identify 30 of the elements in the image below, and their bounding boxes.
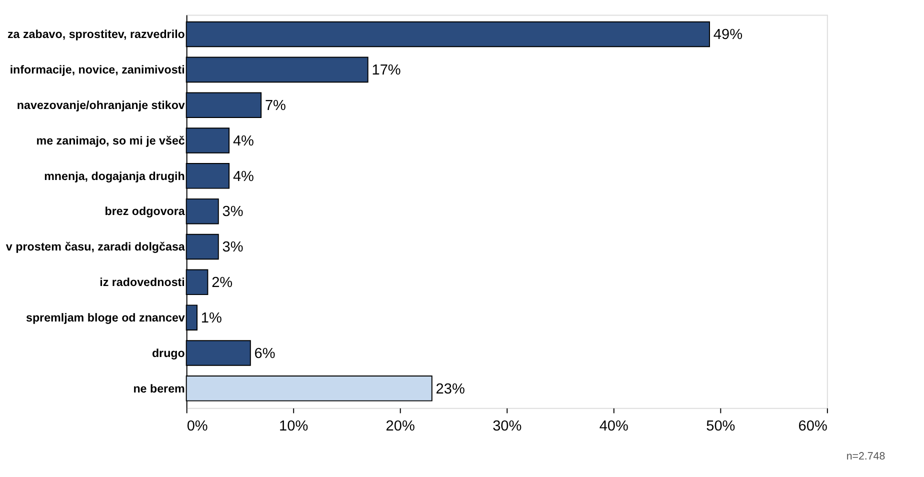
y-tick-label: brez odgovora <box>104 205 186 218</box>
data-label: 3% <box>222 240 244 256</box>
y-tick-label: v prostem času, zaradi dolgčasa <box>6 240 186 254</box>
y-tick-label: ne berem <box>133 382 185 396</box>
y-tick-label: iz radovednosti <box>100 276 185 290</box>
y-tick-label: drugo <box>152 346 185 360</box>
y-tick-label: me zanimajo, so mi je všeč <box>36 134 186 148</box>
x-tick-label: 40% <box>599 418 629 435</box>
x-tick-label: 30% <box>492 418 522 435</box>
data-label: 4% <box>232 133 254 150</box>
data-label: 1% <box>200 310 222 326</box>
y-tick-label: informacije, novice, zanimivosti <box>10 64 185 77</box>
x-tick-label: 50% <box>706 418 736 435</box>
y-tick-label: navezovanje/ohranjanje stikov <box>16 98 186 112</box>
data-label: 7% <box>264 98 286 114</box>
data-label: 2% <box>212 275 233 292</box>
x-tick-label: 0% <box>186 418 208 435</box>
data-label: 49% <box>713 27 743 44</box>
y-tick-label: spremljam bloge od znancev <box>26 311 186 324</box>
data-label: 3% <box>222 204 244 220</box>
text: n=2.748 <box>846 450 886 462</box>
data-label: 17% <box>372 62 401 79</box>
y-tick-label: mnenja, dogajanja drugih <box>44 170 185 183</box>
x-tick-label: 60% <box>798 418 828 435</box>
data-label: 23% <box>436 381 465 398</box>
y-tick-label: za zabavo, sprostitev, razvedrilo <box>7 28 185 42</box>
data-label: 6% <box>254 346 276 362</box>
x-tick-label: 20% <box>386 418 415 435</box>
x-tick-label: 10% <box>279 418 308 435</box>
data-label: 4% <box>232 168 254 185</box>
